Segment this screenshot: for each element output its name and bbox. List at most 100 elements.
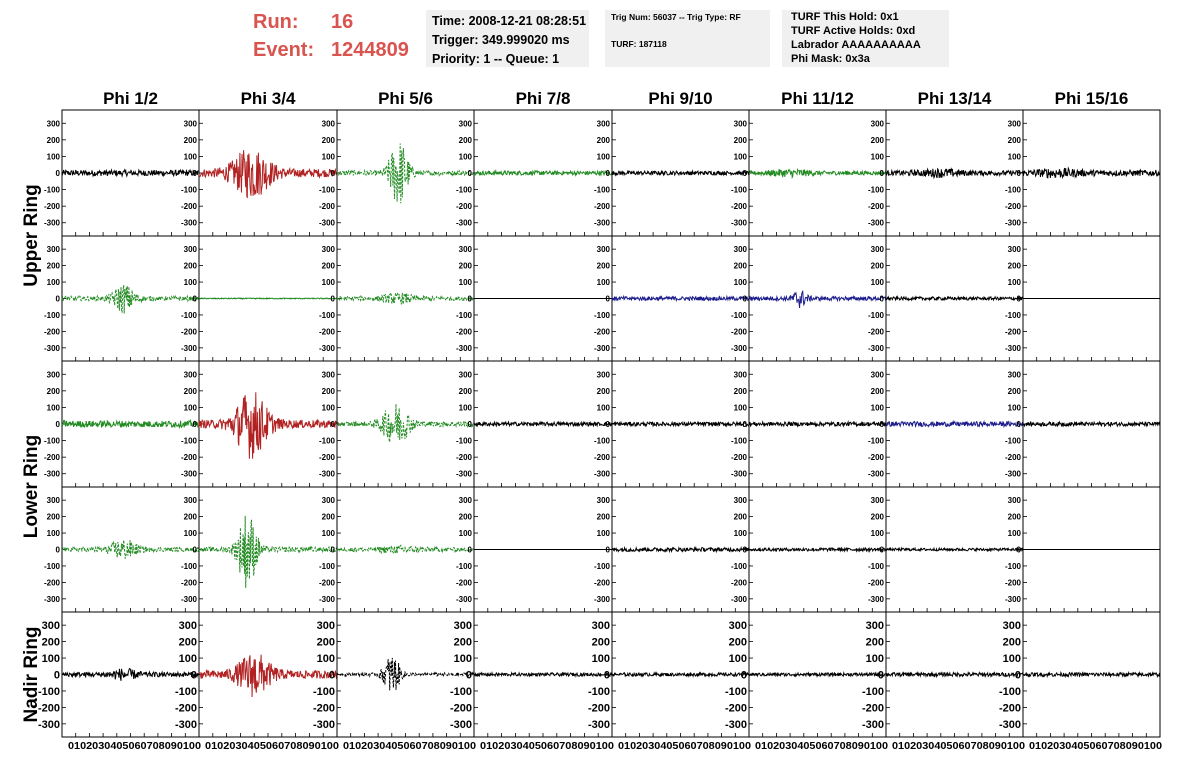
y-tick-label: 100 xyxy=(871,529,885,538)
y-tick-label: -200 xyxy=(868,578,885,587)
y-tick-label: 300 xyxy=(47,119,61,128)
waveform-trace xyxy=(749,671,887,678)
y-tick-label: 300 xyxy=(184,119,198,128)
y-tick-label: -200 xyxy=(868,202,885,211)
y-tick-label: -100 xyxy=(181,311,198,320)
y-tick-label: -300 xyxy=(594,344,611,353)
y-tick-label: -300 xyxy=(44,470,61,479)
y-tick-label: 200 xyxy=(184,262,198,271)
y-tick-label: 100 xyxy=(871,278,885,287)
y-tick-label: 100 xyxy=(459,278,473,287)
waveform-trace xyxy=(198,150,338,199)
y-tick-label: -300 xyxy=(456,344,473,353)
waveform-trace xyxy=(336,403,475,443)
y-tick-label: -100 xyxy=(38,686,60,698)
y-tick-label: 300 xyxy=(871,370,885,379)
y-tick-label: 300 xyxy=(734,496,748,505)
turf-active-line: TURF Active Holds: 0xd xyxy=(791,25,916,37)
y-tick-label: -300 xyxy=(175,719,197,731)
y-tick-label: 100 xyxy=(592,653,610,665)
y-tick-label: 300 xyxy=(47,245,61,254)
y-tick-label: -300 xyxy=(731,344,748,353)
y-tick-label: -300 xyxy=(319,595,336,604)
y-tick-label: 200 xyxy=(734,136,748,145)
waveform-trace xyxy=(336,544,475,555)
y-tick-label: -300 xyxy=(594,219,611,228)
y-tick-label: 0 xyxy=(743,169,748,178)
y-tick-label: 200 xyxy=(1008,262,1022,271)
waveform-trace xyxy=(885,670,1024,679)
y-tick-label: 300 xyxy=(322,370,336,379)
waveform-trace xyxy=(885,419,1024,429)
y-tick-label: 100 xyxy=(179,653,197,665)
y-tick-label: -100 xyxy=(1005,562,1022,571)
y-tick-label: 300 xyxy=(597,119,611,128)
y-tick-label: 100 xyxy=(1008,403,1022,412)
y-tick-label: 0 xyxy=(468,546,473,555)
y-tick-label: 0 xyxy=(878,670,884,682)
y-tick-label: 100 xyxy=(1008,278,1022,287)
y-tick-label: 0 xyxy=(329,670,335,682)
y-tick-label: -200 xyxy=(181,453,198,462)
y-tick-label: -300 xyxy=(450,719,472,731)
y-tick-label: 200 xyxy=(47,513,61,522)
y-tick-label: 0 xyxy=(743,546,748,555)
y-tick-label: 300 xyxy=(871,496,885,505)
waveform-trace xyxy=(61,540,200,559)
y-tick-label: 0 xyxy=(468,169,473,178)
ring-label: Nadir Ring xyxy=(21,626,42,722)
turf-line: TURF: 187118 xyxy=(611,39,667,49)
y-tick-label: -200 xyxy=(456,453,473,462)
y-tick-label: -200 xyxy=(725,702,747,714)
column-title: Phi 7/8 xyxy=(516,89,571,108)
y-tick-label: 200 xyxy=(1008,387,1022,396)
y-tick-label: -100 xyxy=(868,311,885,320)
x-tick-label: 0102030405060708090100 xyxy=(618,741,751,752)
y-tick-label: 300 xyxy=(459,119,473,128)
waveform-trace xyxy=(611,294,750,303)
y-tick-label: 300 xyxy=(1008,496,1022,505)
y-tick-label: 0 xyxy=(468,420,473,429)
y-tick-label: 0 xyxy=(1017,295,1022,304)
y-tick-label: -300 xyxy=(456,470,473,479)
column-title: Phi 15/16 xyxy=(1055,89,1129,108)
waveform-trace xyxy=(1022,166,1161,180)
y-tick-label: 200 xyxy=(597,513,611,522)
y-tick-label: 200 xyxy=(871,262,885,271)
y-tick-label: -300 xyxy=(181,595,198,604)
column-title: Phi 3/4 xyxy=(241,89,296,108)
y-tick-label: 300 xyxy=(871,119,885,128)
y-tick-label: 100 xyxy=(322,278,336,287)
y-tick-label: 300 xyxy=(597,496,611,505)
y-tick-label: 200 xyxy=(47,387,61,396)
y-tick-label: -200 xyxy=(175,702,197,714)
y-tick-label: 100 xyxy=(871,403,885,412)
y-tick-label: -300 xyxy=(38,719,60,731)
turf-info-box: TURF This Hold: 0x1 TURF Active Holds: 0… xyxy=(782,10,949,67)
waveform-trace xyxy=(1022,670,1161,679)
y-tick-label: 300 xyxy=(459,496,473,505)
y-tick-label: 100 xyxy=(734,278,748,287)
y-tick-label: 100 xyxy=(729,653,747,665)
y-tick-label: -300 xyxy=(731,595,748,604)
y-tick-label: 0 xyxy=(193,420,198,429)
trig-info-box: Trig Num: 56037 -- Trig Type: RF TURF: 1… xyxy=(605,10,770,67)
run-value: 16 xyxy=(331,11,354,33)
y-tick-label: -100 xyxy=(456,437,473,446)
y-tick-label: -300 xyxy=(44,344,61,353)
y-tick-label: 200 xyxy=(459,262,473,271)
y-tick-label: -300 xyxy=(725,719,747,731)
y-tick-label: -200 xyxy=(1005,327,1022,336)
y-tick-label: -100 xyxy=(862,686,884,698)
y-tick-label: -200 xyxy=(1005,578,1022,587)
y-tick-label: -200 xyxy=(38,702,60,714)
y-tick-label: -100 xyxy=(319,311,336,320)
x-tick-label: 0102030405060708090100 xyxy=(892,741,1025,752)
y-tick-label: -300 xyxy=(868,595,885,604)
y-tick-label: -100 xyxy=(731,437,748,446)
y-tick-label: 200 xyxy=(459,387,473,396)
y-tick-label: 300 xyxy=(317,620,335,632)
y-tick-label: -300 xyxy=(319,344,336,353)
y-tick-label: 200 xyxy=(322,136,336,145)
y-tick-label: 100 xyxy=(734,529,748,538)
